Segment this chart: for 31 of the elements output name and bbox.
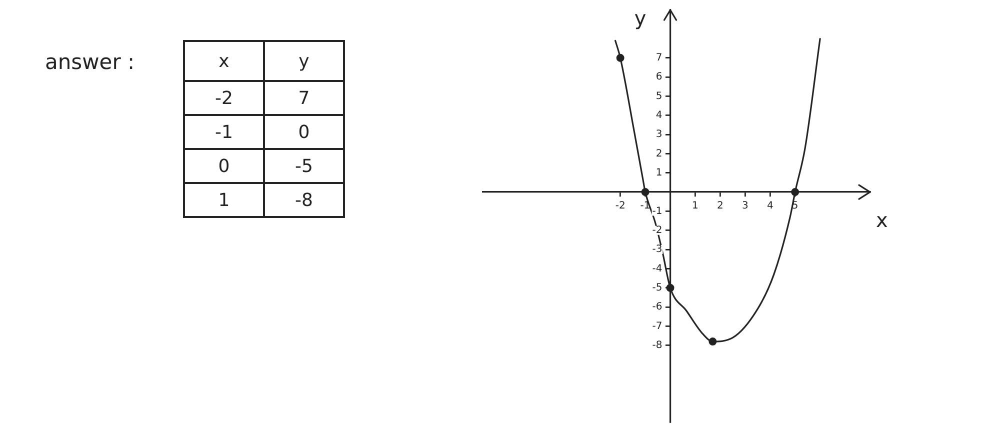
y-tick-label: -1 [184,115,264,149]
y-axis-title: y [634,6,646,30]
y-tick-label: 3 [656,129,662,140]
y-tick-label: -3 [652,244,662,256]
y-tick-label: 6 [656,72,662,83]
data-label: -5 [264,149,344,183]
x-tick-label: 1 [692,200,698,212]
y-tick-label: -8 [652,340,662,351]
x-tick-label: -1 [640,200,650,212]
y-tick-label: -2 [184,81,264,115]
y-tick-label: 2 [656,148,662,160]
x-tick-label: 2 [717,200,724,212]
x-tick-label: -2 [615,200,626,212]
data-label: -8 [264,183,344,217]
x-tick-label: 4 [766,200,774,212]
text: answer : [45,49,136,74]
y-tick-label: -7 [652,320,662,332]
y-tick-label: -5 [652,282,662,294]
data-label: 7 [264,81,344,115]
y-tick-label: 1 [656,167,662,178]
y-tick-label: -2 [652,224,662,236]
y-tick-label: -4 [652,263,662,274]
x-tick-label: 3 [742,200,748,212]
data-label: 0 [264,115,344,149]
y-axis-title: x [184,41,264,81]
y-tick-label: 0 [184,149,264,183]
y-tick-label: -6 [652,302,662,313]
y-tick-label: 5 [656,90,662,102]
x-axis-title: x [876,208,888,232]
y-tick-label: 7 [656,52,662,64]
y-tick-label: 4 [656,110,662,121]
